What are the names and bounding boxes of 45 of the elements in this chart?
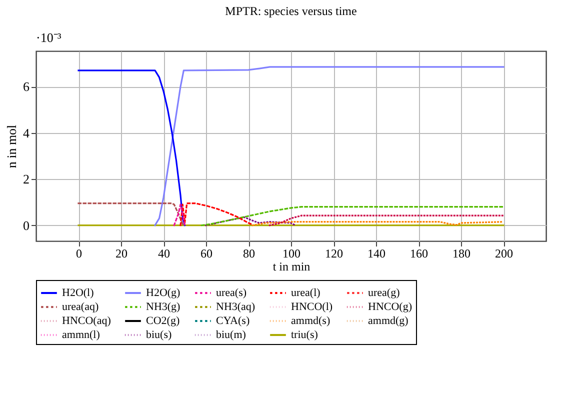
x-tick-label: 100 [282, 246, 300, 260]
legend-label: HNCO(g) [368, 301, 412, 313]
y-tick-label: 2 [23, 172, 30, 187]
legend-label: CO2(g) [146, 315, 180, 327]
legend-label: urea(s) [216, 287, 247, 299]
line-series [154, 66, 504, 226]
legend-label: urea(aq) [62, 301, 99, 313]
x-tick-label: 120 [325, 246, 343, 260]
x-tick-label: 40 [158, 246, 170, 260]
line-series [268, 214, 504, 226]
legend-label: ammn(l) [62, 329, 100, 341]
line-series [205, 216, 296, 226]
line-series [78, 70, 186, 226]
line-series [78, 202, 186, 226]
text: ·10⁻³ [36, 30, 62, 45]
x-tick-label: 60 [200, 246, 212, 260]
x-tick-label: 180 [452, 246, 470, 260]
legend-label: NH3(aq) [216, 301, 256, 313]
y-tick-label: 0 [23, 218, 30, 233]
legend-label: H2O(l) [62, 287, 94, 299]
x-axis-title: t in min [272, 260, 310, 274]
legend-label: HNCO(aq) [62, 315, 112, 327]
x-tick-label: 160 [410, 246, 428, 260]
y-tick-label: 6 [23, 79, 30, 94]
legend-label: biu(s) [146, 329, 172, 341]
y-axis-title: n in mol [4, 124, 19, 168]
legend-label: urea(g) [368, 287, 400, 299]
legend-label: CYA(s) [216, 315, 250, 327]
x-tick-label: 0 [76, 246, 82, 260]
x-tick-label: 140 [368, 246, 386, 260]
legend-label: ammd(s) [291, 315, 330, 327]
chart-title: MPTR: species versus time [225, 4, 357, 18]
legend-label: triu(s) [291, 329, 318, 341]
legend-label: HNCO(l) [291, 301, 333, 313]
y-tick-label: 4 [23, 125, 30, 140]
legend-label: urea(l) [291, 287, 321, 299]
legend-label: H2O(g) [146, 287, 181, 299]
line-series [180, 202, 254, 226]
line-series [200, 206, 504, 226]
legend-label: biu(m) [216, 329, 246, 341]
x-tick-label: 200 [495, 246, 513, 260]
x-tick-label: 20 [116, 246, 128, 260]
x-tick-label: 80 [243, 246, 255, 260]
legend-label: ammd(g) [368, 315, 409, 327]
legend-label: NH3(g) [146, 301, 181, 313]
